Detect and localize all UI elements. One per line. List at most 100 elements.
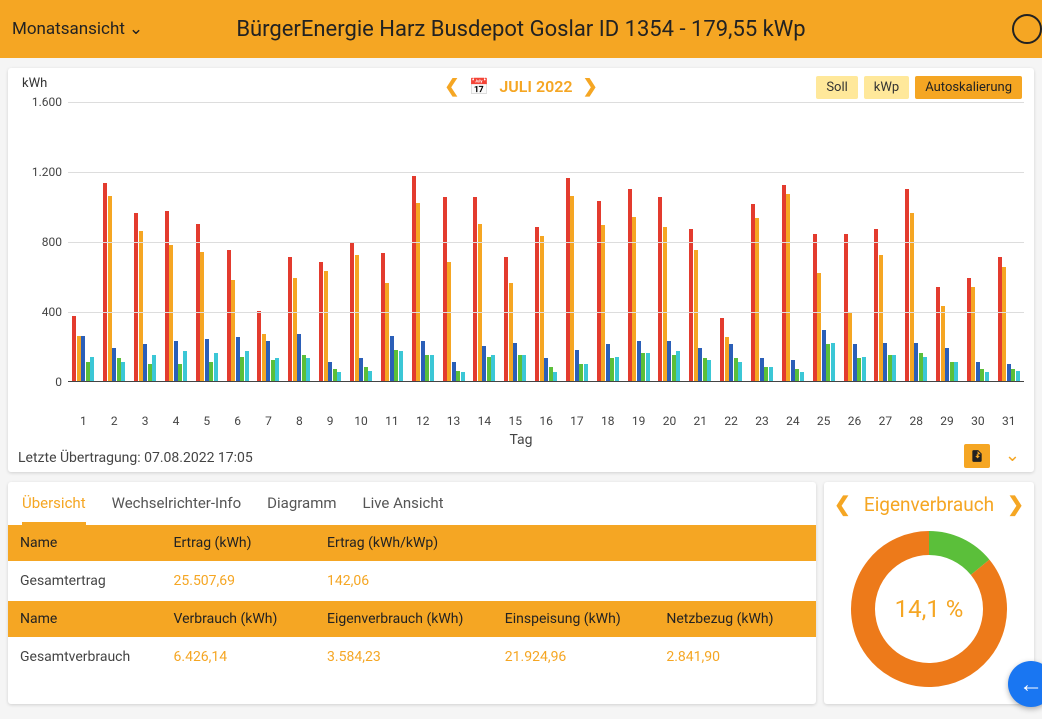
y-axis: 04008001.2001.600 (18, 102, 68, 382)
y-tick-label: 400 (42, 305, 62, 319)
tabs: Übersicht Wechselrichter-Info Diagramm L… (8, 482, 816, 525)
x-tick-label: 23 (747, 414, 778, 434)
bar (522, 355, 526, 381)
x-tick-label: 7 (253, 414, 284, 434)
bar (266, 341, 270, 381)
bar (271, 360, 275, 381)
bar (209, 362, 213, 381)
bar (134, 213, 138, 381)
bar (275, 358, 279, 381)
x-tick-label: 19 (623, 414, 654, 434)
bar (813, 234, 817, 381)
bar (478, 224, 482, 382)
bar (1002, 267, 1006, 381)
tab-inverter[interactable]: Wechselrichter-Info (112, 494, 242, 525)
table-row: Gesamtertrag 25.507,69 142,06 (8, 561, 816, 601)
bar (914, 343, 918, 382)
bar (456, 371, 460, 382)
bar (976, 362, 980, 381)
x-tick-label: 27 (870, 414, 901, 434)
tab-live[interactable]: Live Ansicht (363, 494, 444, 525)
donut-prev-button[interactable]: ❮ (834, 492, 851, 516)
bar (831, 343, 835, 382)
x-tick-label: 4 (161, 414, 192, 434)
bar (689, 229, 693, 381)
bar (390, 336, 394, 382)
donut-chart: 14,1 % (844, 524, 1014, 694)
bar (782, 185, 786, 381)
bar (791, 360, 795, 381)
bar (786, 194, 790, 381)
x-tick-label: 22 (716, 414, 747, 434)
bar (760, 358, 764, 381)
val-ertrag-kwp: 142,06 (315, 561, 816, 601)
bar (941, 306, 945, 381)
bar (905, 189, 909, 382)
bar (579, 364, 583, 382)
bar (575, 350, 579, 382)
val-einsp: 21.924,96 (493, 637, 655, 677)
bar (734, 358, 738, 381)
bar (112, 348, 116, 381)
bar (853, 344, 857, 381)
x-tick-label: 9 (315, 414, 346, 434)
bar (549, 367, 553, 381)
expand-button[interactable]: ⌄ (1005, 445, 1020, 466)
donut-header: ❮ Eigenverbrauch ❯ (834, 492, 1024, 516)
y-axis-label: kWh (22, 76, 47, 91)
bar (676, 351, 680, 381)
tab-diagram[interactable]: Diagramm (267, 494, 336, 525)
col-ertrag: Ertrag (kWh) (162, 525, 316, 561)
bar (879, 255, 883, 381)
x-axis-labels: 1234567891011121314151617181920212223242… (68, 414, 1024, 434)
col-verbrauch: Verbrauch (kWh) (162, 601, 316, 637)
bar (610, 358, 614, 381)
avatar-icon[interactable] (1012, 14, 1042, 44)
col-ertrag-kwp: Ertrag (kWh/kWp) (315, 525, 816, 561)
bar (214, 353, 218, 381)
x-tick-label: 30 (962, 414, 993, 434)
bar (923, 357, 927, 382)
bar (306, 358, 310, 381)
bar (738, 362, 742, 381)
tab-overview[interactable]: Übersicht (22, 494, 86, 525)
next-month-button[interactable]: ❯ (583, 76, 598, 97)
prev-month-button[interactable]: ❮ (444, 76, 459, 97)
bar (707, 360, 711, 381)
calendar-icon[interactable]: 📅 (469, 77, 489, 96)
kwp-toggle[interactable]: kWp (864, 76, 909, 99)
bar (658, 197, 662, 381)
bar (421, 341, 425, 381)
bar (844, 234, 848, 381)
bar (544, 358, 548, 381)
x-tick-label: 20 (654, 414, 685, 434)
donut-percent-label: 14,1 % (895, 595, 964, 623)
bar (416, 203, 420, 382)
x-tick-label: 26 (839, 414, 870, 434)
autoscale-toggle[interactable]: Autoskalierung (915, 76, 1022, 99)
bar (117, 358, 121, 381)
overview-card: Übersicht Wechselrichter-Info Diagramm L… (8, 482, 816, 704)
bar (998, 257, 1002, 381)
bar (108, 196, 112, 382)
bar (183, 351, 187, 381)
bar (196, 224, 200, 382)
donut-title-label: Eigenverbrauch (864, 493, 994, 516)
gridline (68, 172, 1024, 173)
soll-toggle[interactable]: Soll (816, 76, 857, 99)
bar (672, 355, 676, 381)
view-selector[interactable]: Monatsansicht ⌄ (12, 19, 143, 39)
date-navigator: ❮ 📅 JULI 2022 ❯ (444, 76, 597, 97)
bar (597, 201, 601, 381)
date-label[interactable]: JULI 2022 (499, 77, 572, 96)
bar (86, 362, 90, 381)
download-button[interactable] (964, 444, 990, 468)
bar (910, 213, 914, 381)
bar (874, 229, 878, 381)
bar (553, 372, 557, 381)
download-icon (970, 449, 984, 463)
val-ertrag: 25.507,69 (162, 561, 316, 601)
bar (945, 348, 949, 381)
gridline (68, 242, 1024, 243)
donut-next-button[interactable]: ❯ (1007, 492, 1024, 516)
